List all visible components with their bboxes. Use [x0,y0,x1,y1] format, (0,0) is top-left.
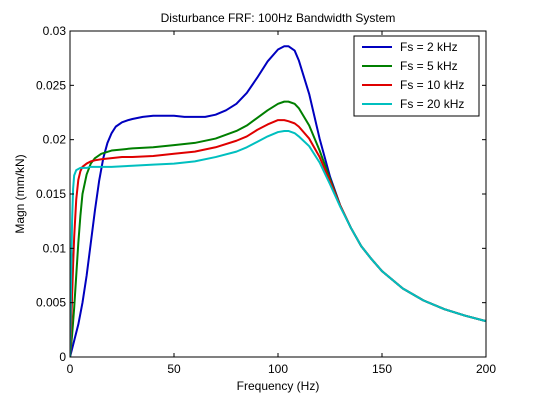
legend: Fs = 2 kHz Fs = 5 kHz Fs = 10 kHz Fs = 20 k… [353,35,480,117]
legend-box [353,35,480,117]
x-tick-label: 100 [268,362,288,376]
y-tick-label: 0.025 [36,78,66,92]
y-tick-label: 0.005 [36,296,66,310]
x-tick-label: 50 [167,362,181,376]
y-tick-label: 0.03 [43,24,67,38]
chart-title: Disturbance FRF: 100Hz Bandwidth System [161,11,396,25]
axes-layer [69,30,487,358]
x-tick-label: 200 [476,362,496,376]
legend-label: Fs = 2 kHz [400,40,458,54]
y-tick-label: 0.015 [36,187,66,201]
y-tick-label: 0 [59,350,66,364]
y-tick-label: 0.01 [43,241,67,255]
x-tick-label: 0 [67,362,74,376]
series-line-fs-20-khz [70,129,486,357]
series-layer [70,45,486,357]
legend-label: Fs = 5 kHz [400,59,458,73]
legend-label: Fs = 10 kHz [400,78,464,92]
legend-label: Fs = 20 kHz [400,97,464,111]
y-axis-label: Magn (mm/kN) [13,154,27,233]
labels-layer: 0 50 100 150 200 0 0.005 0.01 0.015 0.02 0.025 0.03… [13,11,496,393]
x-tick-label: 150 [372,362,392,376]
x-axis-label: Frequency (Hz) [237,379,320,393]
y-tick-label: 0.02 [43,133,67,147]
